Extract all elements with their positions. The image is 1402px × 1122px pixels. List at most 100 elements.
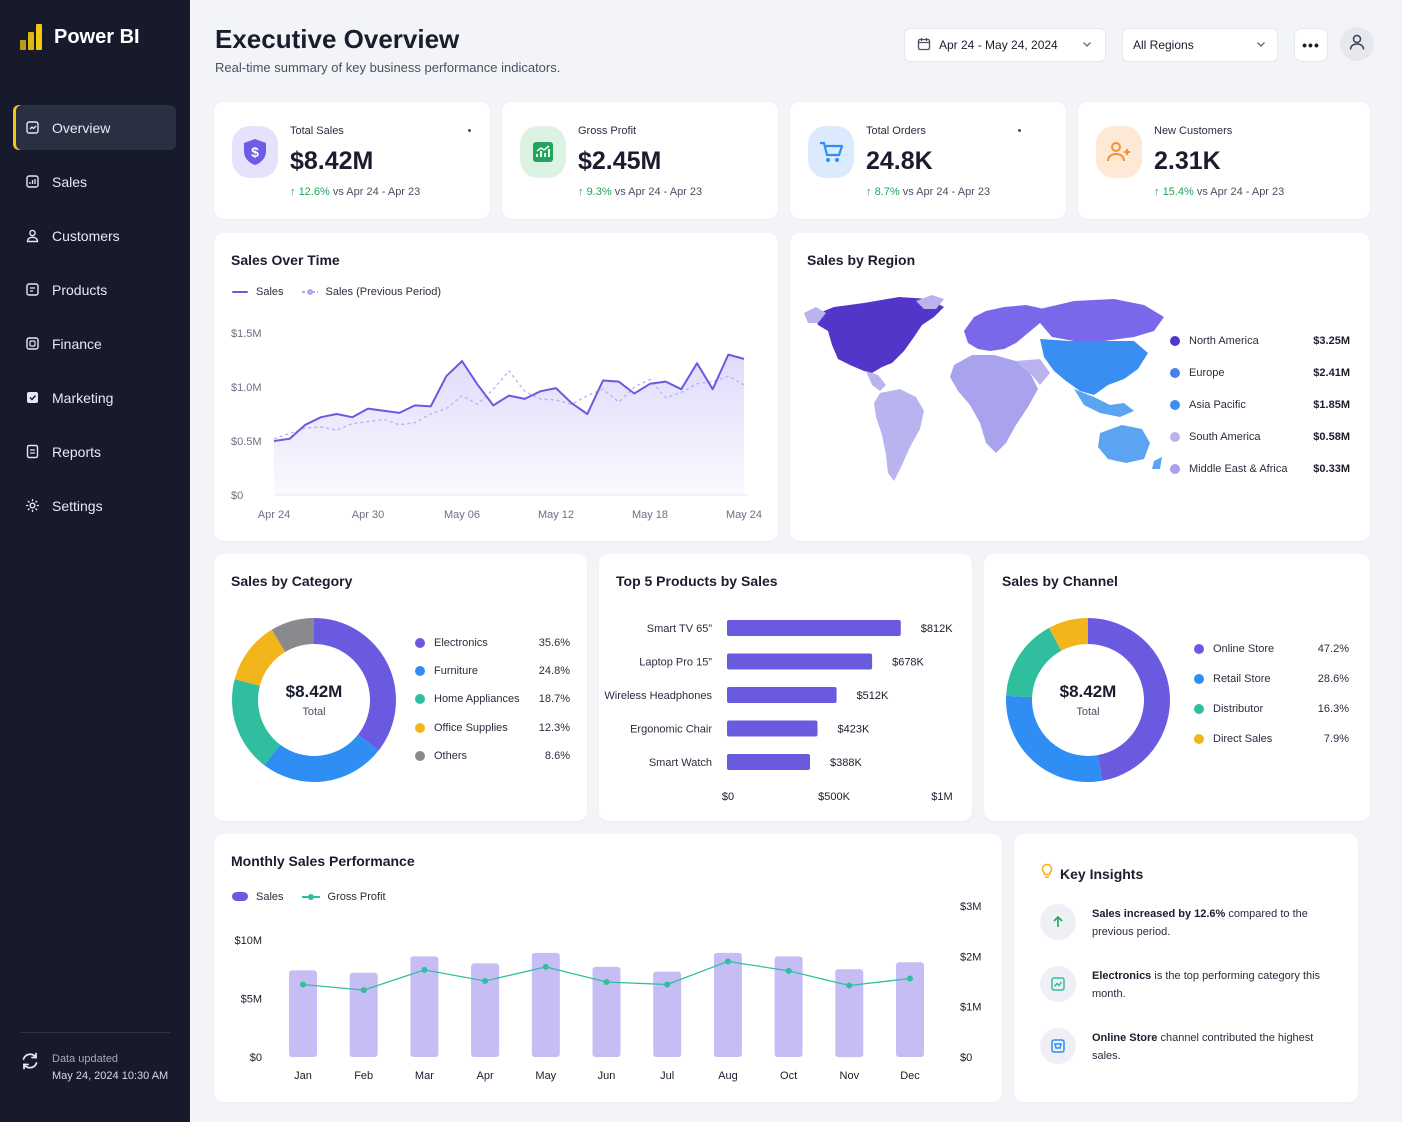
more-options-button[interactable]: ••• [1294,28,1328,62]
kpi-card-total-orders[interactable]: Total Orders 24.8K ↑ 8.7% vs Apr 24 - Apr … [790,102,1066,219]
dollar-shield-icon: $ [232,126,278,178]
region-legend-item[interactable]: North America $3.25M [1170,325,1350,357]
kpi-menu-dot[interactable] [468,129,471,132]
bar-aug[interactable] [713,952,742,1057]
sidebar-item-settings[interactable]: Settings [13,483,176,528]
page-subtitle: Real-time summary of key business perfor… [215,60,561,75]
legend-label: Retail Store [1213,673,1271,685]
donut-slice-electronics[interactable] [314,618,396,751]
region-legend-item[interactable]: South America $0.58M [1170,421,1350,453]
legend-item[interactable]: Furniture 24.8% [415,657,570,685]
map-region-middle-east-africa[interactable] [950,355,1038,453]
kpi-menu-dot[interactable] [1018,129,1021,132]
bar-feb[interactable] [349,972,378,1057]
gross-profit-point[interactable] [542,963,549,970]
gross-profit-point[interactable] [664,981,671,988]
bar-apr[interactable] [471,963,500,1057]
bar-may[interactable] [531,952,560,1057]
x-tick-label: May 12 [538,509,574,521]
bar-smart-tv-65-[interactable] [727,620,901,636]
card-title: Sales by Category [231,573,353,589]
gross-profit-point[interactable] [846,982,853,989]
sidebar-item-reports[interactable]: Reports [13,429,176,474]
legend-item[interactable]: Others 8.6% [415,742,570,770]
sidebar-item-label: Reports [52,443,102,460]
legend-item[interactable]: Home Appliances 18.7% [415,685,570,713]
y-tick-label: $0.5M [231,436,262,448]
bar-mar[interactable] [410,956,439,1057]
donut-slice-online-store[interactable] [1088,618,1170,781]
donut-slice-retail-store[interactable] [1006,695,1103,782]
sidebar-item-products[interactable]: Products [13,267,176,312]
sidebar-item-label: Customers [52,227,120,244]
donut-slice-distributor[interactable] [1006,627,1062,698]
kpi-card-total-sales[interactable]: $ Total Sales $8.42M ↑ 12.6% vs Apr 24 - Ap… [214,102,490,219]
sales-over-time-chart: $0 $0.5M $1.0M $1.5M Apr 24 Apr 30 May 06 May 1… [231,328,762,521]
donut-slice-direct-sales[interactable] [1048,618,1088,651]
power-bi-logo-icon [20,24,44,50]
map-region-asia-pacific[interactable] [1040,339,1148,395]
donut-slice-home-appliances[interactable] [232,679,280,766]
bar-laptop-pro-15-[interactable] [727,653,873,670]
map-region-europe[interactable] [964,305,1044,351]
bar-oct[interactable] [774,956,803,1057]
gross-profit-point[interactable] [421,966,428,973]
gross-profit-point[interactable] [724,958,731,965]
monthly-sales-chart: $0 $5M $10M $0 $1M $2M $3M Jan Feb Mar Apr May Jun Ju… [234,901,981,1082]
bar-smart-watch[interactable] [727,754,810,770]
region-name: Europe [1189,367,1225,379]
gear-icon [25,498,40,513]
bar-wireless-headphones[interactable] [727,687,837,703]
brand[interactable]: Power BI [20,24,140,50]
map-region-south-america[interactable] [874,389,924,481]
bar-jun[interactable] [592,966,621,1057]
date-range-select[interactable]: Apr 24 - May 24, 2024 [904,28,1106,62]
bar-jul[interactable] [653,971,682,1057]
legend-label: Online Store [1213,643,1275,655]
gross-profit-point[interactable] [360,987,367,994]
gross-profit-point[interactable] [907,975,913,982]
legend-item[interactable]: Online Store 47.2% [1194,634,1349,664]
kpi-card-new-customers[interactable]: New Customers 2.31K ↑ 15.4% vs Apr 24 - Ap… [1078,102,1370,219]
region-legend-item[interactable]: Asia Pacific $1.85M [1170,389,1350,421]
sales-area-fill [274,354,744,495]
legend-item[interactable]: Distributor 16.3% [1194,694,1349,724]
legend-item[interactable]: Office Supplies 12.3% [415,714,570,742]
insight-text: Sales increased by 12.6% compared to the… [1092,904,1340,941]
donut-slice-others[interactable] [271,618,314,652]
legend-item[interactable]: Electronics 35.6% [415,629,570,657]
sidebar-item-customers[interactable]: Customers [13,213,176,258]
sidebar-item-finance[interactable]: Finance [13,321,176,366]
bar-dec[interactable] [896,962,924,1057]
kpi-card-gross-profit[interactable]: Gross Profit $2.45M ↑ 9.3% vs Apr 24 - Apr… [502,102,778,219]
map-region-north-america[interactable] [814,297,944,373]
legend-item[interactable]: Retail Store 28.6% [1194,664,1349,694]
bar-nov[interactable] [835,969,864,1058]
kpi-change: ↑ 8.7% vs Apr 24 - Apr 23 [866,186,990,198]
gross-profit-point[interactable] [603,979,610,985]
region-legend-item[interactable]: Europe $2.41M [1170,357,1350,389]
region-select[interactable]: All Regions [1122,28,1278,62]
card-title: Sales by Region [807,252,916,268]
donut-slice-office-supplies[interactable] [234,629,286,686]
bar-ergonomic-chair[interactable] [727,720,818,737]
user-avatar[interactable] [1340,27,1374,61]
gross-profit-point[interactable] [785,967,792,974]
x-tick-label: Apr 24 [258,509,290,521]
sidebar-item-marketing[interactable]: Marketing [13,375,176,420]
bar-category-label: Wireless Headphones [604,690,712,702]
donut-slice-furniture[interactable] [264,734,379,782]
arrow-up-icon: ↑ [290,186,299,198]
gross-profit-point[interactable] [482,978,489,984]
insight-body: is the top performing category this mont… [1092,970,1321,1000]
refresh-icon[interactable] [20,1051,40,1076]
insights-header: Key Insights [1040,863,1143,884]
x-tick-label: Apr 30 [352,509,384,521]
gross-profit-point[interactable] [300,981,306,988]
legend-value: 24.8% [538,665,570,678]
region-legend-item[interactable]: Middle East & Africa $0.33M [1170,453,1350,485]
sidebar-item-overview[interactable]: Overview [13,105,176,150]
legend-item[interactable]: Direct Sales 7.9% [1194,724,1349,754]
sidebar-item-sales[interactable]: Sales [13,159,176,204]
bar-jan[interactable] [289,970,317,1057]
